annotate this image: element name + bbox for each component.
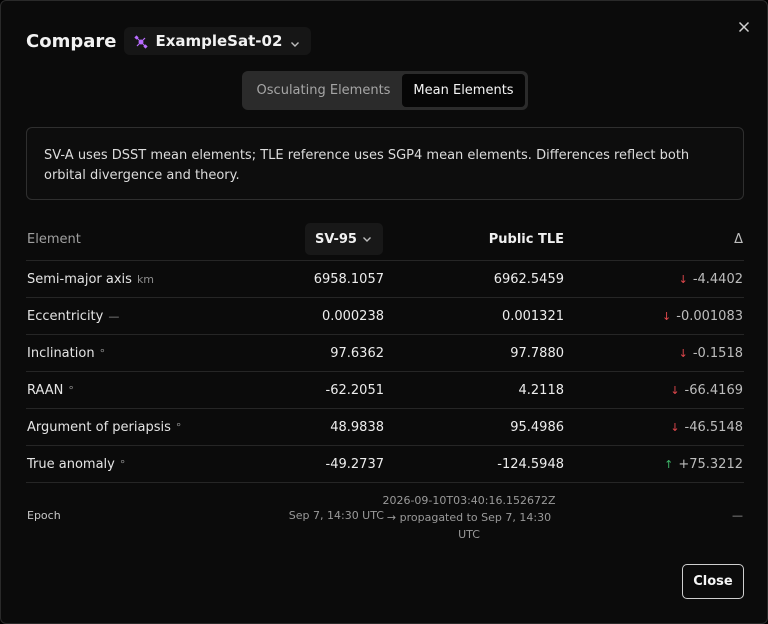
table-row: Eccentricity — 0.000238 0.001321 ↓ -0.001083 bbox=[26, 298, 744, 335]
element-unit: km bbox=[136, 272, 155, 286]
epoch-label: Epoch bbox=[27, 509, 61, 522]
source-a-label: SV-95 bbox=[315, 231, 357, 247]
close-icon[interactable] bbox=[734, 17, 754, 37]
element-label: Inclination bbox=[27, 345, 95, 361]
value-public-tle: 6962.5459 bbox=[493, 271, 564, 287]
satellite-icon bbox=[134, 34, 149, 49]
table-row: Inclination ° 97.6362 97.7880 ↓ -0.1518 bbox=[26, 335, 744, 372]
epoch-row: Epoch Sep 7, 14:30 UTC 2026-09-10T03:40:… bbox=[26, 483, 744, 547]
epoch-timezone: UTC bbox=[458, 528, 480, 541]
arrow-up-icon: ↑ bbox=[664, 457, 674, 471]
epoch-tle-timestamp: 2026-09-10T03:40:16.152672Z bbox=[382, 494, 556, 507]
satellite-selector[interactable]: ExampleSat-02 bbox=[124, 27, 312, 55]
element-label: True anomaly bbox=[27, 456, 115, 472]
element-name: Semi-major axis km bbox=[27, 261, 154, 297]
delta-value: ↓ -4.4402 bbox=[679, 261, 743, 297]
close-button[interactable]: Close bbox=[682, 564, 744, 599]
delta-value: ↓ -0.001083 bbox=[662, 298, 743, 334]
element-unit: — bbox=[108, 309, 120, 323]
delta-number: -66.4169 bbox=[684, 382, 743, 398]
comparison-table: Element SV-95 Public TLE Δ Semi-major ax… bbox=[26, 223, 744, 547]
header-public-tle: Public TLE bbox=[488, 231, 564, 247]
delta-number: -46.5148 bbox=[684, 419, 743, 435]
delta-number: -0.1518 bbox=[692, 345, 743, 361]
arrow-down-icon: ↓ bbox=[662, 309, 672, 323]
tab-mean-elements[interactable]: Mean Elements bbox=[402, 74, 525, 107]
delta-number: -4.4402 bbox=[692, 271, 743, 287]
value-public-tle: 4.2118 bbox=[518, 382, 565, 398]
value-public-tle: 0.001321 bbox=[501, 308, 564, 324]
element-unit: ° bbox=[175, 420, 182, 434]
element-unit: ° bbox=[99, 346, 106, 360]
value-source-a: -62.2051 bbox=[325, 382, 384, 398]
delta-value: ↓ -46.5148 bbox=[670, 409, 743, 445]
element-type-tabs: Osculating Elements Mean Elements bbox=[242, 71, 528, 110]
value-public-tle: 95.4986 bbox=[510, 419, 564, 435]
arrow-down-icon: ↓ bbox=[670, 420, 680, 434]
table-row: RAAN ° -62.2051 4.2118 ↓ -66.4169 bbox=[26, 372, 744, 409]
value-source-a: 97.6362 bbox=[330, 345, 384, 361]
header-element: Element bbox=[27, 231, 81, 247]
element-name: Argument of periapsis ° bbox=[27, 409, 181, 445]
value-source-a: -49.2737 bbox=[325, 456, 384, 472]
element-label: RAAN bbox=[27, 382, 64, 398]
table-row: Argument of periapsis ° 48.9838 95.4986 ↓ -46… bbox=[26, 409, 744, 446]
delta-value: ↓ -66.4169 bbox=[670, 372, 743, 408]
dialog-title: Compare bbox=[26, 30, 117, 52]
element-label: Eccentricity bbox=[27, 308, 104, 324]
epoch-propagated-note: → propagated to Sep 7, 14:30 bbox=[386, 511, 552, 524]
epoch-delta: — bbox=[732, 509, 743, 522]
tab-osculating-elements[interactable]: Osculating Elements bbox=[256, 83, 391, 98]
element-label: Semi-major axis bbox=[27, 271, 132, 287]
epoch-source-b: 2026-09-10T03:40:16.152672Z → propagated… bbox=[374, 492, 564, 543]
element-unit: ° bbox=[119, 457, 126, 471]
delta-value: ↓ -0.1518 bbox=[679, 335, 743, 371]
value-public-tle: 97.7880 bbox=[510, 345, 564, 361]
value-source-a: 6958.1057 bbox=[313, 271, 384, 287]
value-public-tle: -124.5948 bbox=[497, 456, 564, 472]
delta-number: -0.001083 bbox=[676, 308, 743, 324]
delta-number: +75.3212 bbox=[678, 456, 743, 472]
element-label: Argument of periapsis bbox=[27, 419, 171, 435]
element-name: Inclination ° bbox=[27, 335, 105, 371]
source-a-selector[interactable]: SV-95 bbox=[305, 223, 383, 255]
header-delta: Δ bbox=[734, 231, 743, 247]
epoch-source-a: Sep 7, 14:30 UTC bbox=[288, 509, 384, 522]
chevron-down-icon bbox=[289, 35, 301, 47]
element-name: RAAN ° bbox=[27, 372, 74, 408]
dialog-header: Compare ExampleSat-02 bbox=[26, 27, 312, 55]
chevron-down-icon bbox=[361, 233, 373, 245]
element-name: Eccentricity — bbox=[27, 298, 119, 334]
satellite-name: ExampleSat-02 bbox=[155, 32, 283, 50]
value-source-a: 48.9838 bbox=[330, 419, 384, 435]
table-row: True anomaly ° -49.2737 -124.5948 ↑ +75.3212 bbox=[26, 446, 744, 483]
arrow-down-icon: ↓ bbox=[678, 272, 688, 286]
arrow-down-icon: ↓ bbox=[678, 346, 688, 360]
info-note: SV-A uses DSST mean elements; TLE refere… bbox=[26, 127, 744, 200]
table-header: Element SV-95 Public TLE Δ bbox=[26, 223, 744, 261]
arrow-down-icon: ↓ bbox=[670, 383, 680, 397]
element-name: True anomaly ° bbox=[27, 446, 125, 482]
element-unit: ° bbox=[68, 383, 74, 397]
value-source-a: 0.000238 bbox=[321, 308, 384, 324]
delta-value: ↑ +75.3212 bbox=[664, 446, 743, 482]
table-row: Semi-major axis km 6958.1057 6962.5459 ↓ -4.4… bbox=[26, 261, 744, 298]
